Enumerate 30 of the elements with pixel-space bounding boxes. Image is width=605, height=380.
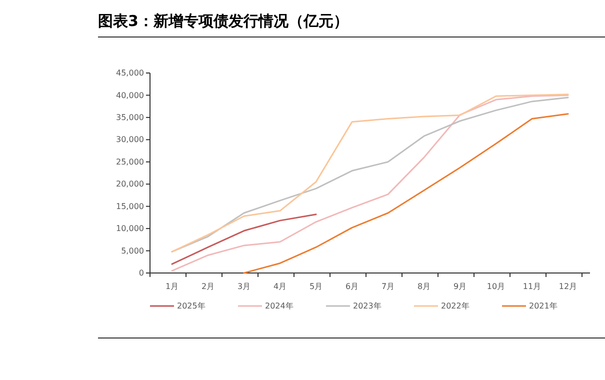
x-tick-label: 1月 — [165, 282, 179, 291]
y-tick-label: 15,000 — [116, 202, 144, 211]
x-tick-label: 10月 — [486, 282, 506, 291]
y-tick-label: 20,000 — [116, 180, 144, 189]
chart-title: 图表3：新增专项债发行情况（亿元） — [98, 12, 348, 30]
line-series — [243, 113, 569, 274]
x-tick-label: 12月 — [558, 282, 578, 291]
x-tick-label: 11月 — [522, 282, 542, 291]
x-tick-label: 4月 — [273, 282, 287, 291]
y-tick-label: 0 — [138, 268, 144, 278]
x-tick-label: 3月 — [237, 282, 251, 291]
x-tick-label: 7月 — [381, 282, 395, 291]
y-tick-label: 45,000 — [116, 68, 144, 78]
y-tick-label: 35,000 — [116, 113, 144, 122]
legend-label: 2021年 — [529, 302, 558, 311]
x-tick-label: 9月 — [453, 282, 467, 291]
legend-label: 2024年 — [265, 302, 294, 311]
legend-label: 2022年 — [441, 302, 470, 311]
y-tick-label: 25,000 — [116, 157, 144, 166]
line-series — [171, 214, 317, 265]
x-tick-label: 5月 — [309, 282, 323, 291]
y-tick-label: 40,000 — [116, 90, 144, 100]
x-tick-label: 6月 — [345, 282, 359, 291]
y-tick-label: 10,000 — [116, 224, 144, 234]
x-tick-label: 2月 — [201, 282, 215, 291]
y-tick-label: 30,000 — [116, 135, 144, 144]
y-tick-label: 5,000 — [121, 246, 144, 256]
legend-label: 2025年 — [177, 302, 206, 311]
legend-label: 2023年 — [353, 302, 382, 311]
x-tick-label: 8月 — [417, 282, 431, 291]
